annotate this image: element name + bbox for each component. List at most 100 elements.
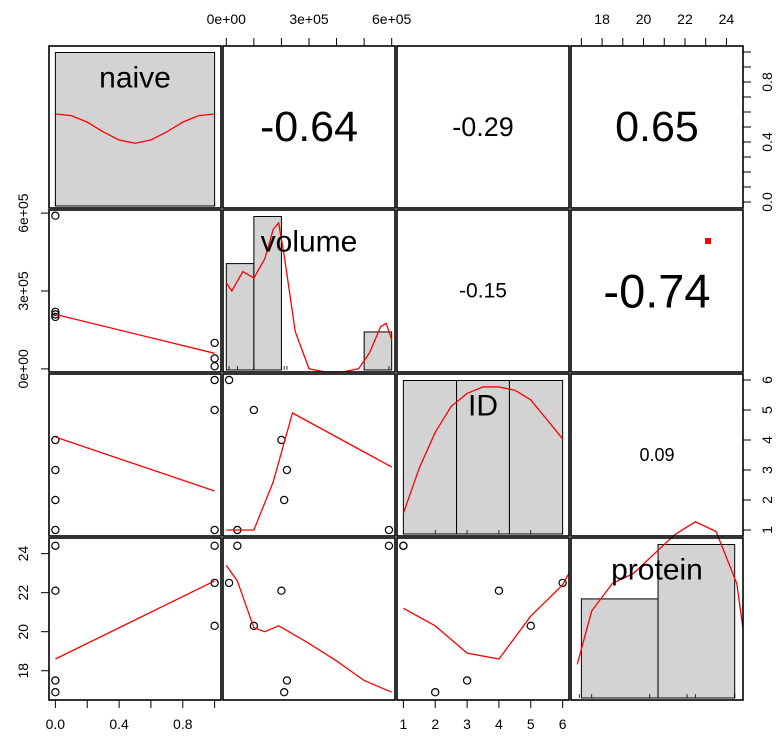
variable-label-protein: protein: [611, 554, 703, 587]
histogram-bar-protein: [657, 543, 736, 699]
tick-label-ID: 1: [759, 526, 775, 534]
tick-label-ID: 6: [759, 376, 775, 384]
tick-label-protein: 24: [719, 11, 735, 27]
histogram-bar-ID: [508, 379, 564, 535]
tick-label-ID: 5: [527, 716, 535, 732]
tick-label-volume: 3e+05: [15, 271, 31, 311]
scatter-point-volume-vs-naive: [51, 310, 60, 319]
scatter-point-protein-vs-volume: [233, 541, 242, 551]
histogram-bar-volume: [253, 215, 282, 371]
scatter-point-protein-vs-naive: [51, 586, 60, 595]
tick-label-ID: 5: [759, 406, 775, 414]
correlation-label-naive-volume: -0.64: [260, 103, 358, 151]
scatter-point-protein-vs-volume: [277, 586, 286, 595]
tick-label-ID: 3: [759, 466, 775, 474]
tick-label-protein: 20: [15, 624, 31, 640]
scatter-point-protein-vs-naive: [51, 676, 60, 685]
tick-label-naive: 0.0: [759, 192, 775, 212]
scatter-point-ID-vs-naive: [210, 405, 219, 415]
tick-label-ID: 4: [495, 716, 503, 732]
scatter-point-protein-vs-volume: [249, 621, 259, 631]
panel-frame: [570, 537, 744, 701]
tick-label-naive: 0.4: [759, 132, 775, 152]
histogram-bar-volume: [363, 331, 393, 371]
panel-frame: [48, 209, 222, 373]
density-curve-protein: [576, 521, 744, 665]
tick-label-volume: 3e+05: [289, 11, 329, 27]
density-curve-ID: [402, 386, 564, 514]
scatter-point-ID-vs-naive: [210, 375, 219, 385]
tick-label-ID: 3: [463, 716, 471, 732]
tick-label-volume: 6e+05: [372, 11, 412, 27]
scatter-point-protein-vs-ID: [526, 621, 535, 631]
panel-frame: [48, 45, 222, 209]
panel-frame: [222, 209, 396, 373]
tick-label-volume: 0e+00: [15, 349, 31, 389]
tick-label-ID: 4: [759, 436, 775, 444]
smooth-line-protein-vs-volume: [225, 564, 392, 693]
variable-label-ID: ID: [468, 390, 498, 423]
scatter-point-protein-vs-ID: [431, 687, 440, 697]
tick-label-protein: 18: [594, 11, 610, 27]
tick-label-naive: 0.4: [109, 716, 129, 732]
scatter-point-volume-vs-naive: [210, 338, 219, 348]
panel-frame: [48, 537, 222, 701]
smooth-line-ID-vs-naive: [55, 436, 215, 492]
correlation-label-naive-ID: -0.29: [452, 112, 514, 142]
histogram-bar-protein: [580, 598, 659, 699]
tick-label-protein: 24: [15, 546, 31, 562]
scatter-point-protein-vs-naive: [210, 621, 219, 631]
panel-frame: [396, 45, 570, 209]
scatter-point-ID-vs-volume: [384, 525, 394, 535]
scatter-point-protein-vs-ID: [399, 541, 408, 551]
scatter-point-protein-vs-ID: [494, 586, 504, 595]
tick-label-volume: 6e+05: [15, 193, 31, 233]
panel-frame: [48, 373, 222, 537]
scatter-point-ID-vs-naive: [210, 525, 219, 535]
scatter-point-ID-vs-volume: [224, 375, 234, 385]
histogram-bar-ID: [402, 379, 458, 535]
scatter-point-ID-vs-volume: [282, 465, 292, 475]
histogram-bar-naive: [54, 51, 216, 207]
tick-label-ID: 6: [559, 716, 567, 732]
panel-frame: [222, 373, 396, 537]
tick-label-protein: 20: [636, 11, 652, 27]
tick-label-naive: 0.8: [759, 72, 775, 92]
variable-label-naive: naive: [99, 62, 171, 95]
density-curve-naive: [55, 113, 215, 144]
correlation-label-volume-protein: -0.74: [603, 265, 710, 318]
scatter-point-protein-vs-naive: [51, 687, 60, 697]
scatter-point-protein-vs-naive: [210, 541, 219, 551]
scatter-point-ID-vs-volume: [279, 495, 289, 505]
scatter-point-protein-vs-volume: [282, 676, 292, 685]
panel-frame: [570, 373, 744, 537]
scatter-point-protein-vs-naive: [51, 541, 60, 551]
scatter-point-ID-vs-naive: [51, 495, 60, 505]
scatter-point-volume-vs-naive: [210, 362, 219, 371]
tick-label-ID: 1: [399, 716, 407, 732]
smooth-line-protein-vs-naive: [55, 580, 215, 660]
panel-frame: [222, 537, 396, 701]
scatter-point-protein-vs-volume: [224, 578, 234, 588]
tick-label-ID: 2: [759, 496, 775, 504]
scatter-point-ID-vs-naive: [51, 525, 60, 535]
smooth-line-protein-vs-ID: [403, 572, 570, 660]
variable-label-volume: volume: [261, 226, 358, 259]
scatter-point-protein-vs-ID: [462, 676, 472, 685]
scatter-point-ID-vs-naive: [51, 435, 60, 445]
panel-frame: [396, 537, 570, 701]
panel-frame: [396, 373, 570, 537]
histogram-bar-volume: [225, 263, 255, 371]
tick-label-protein: 22: [15, 585, 31, 601]
scatter-point-protein-vs-volume: [384, 541, 394, 551]
density-curve-volume: [225, 221, 393, 373]
scatter-point-protein-vs-volume: [279, 687, 289, 697]
tick-label-naive: 0.0: [46, 716, 66, 732]
scatter-point-volume-vs-naive: [51, 312, 60, 322]
tick-label-protein: 18: [15, 663, 31, 679]
panel-frame: [570, 209, 744, 373]
scatter-point-ID-vs-volume: [249, 405, 259, 415]
tick-label-protein: 22: [677, 11, 693, 27]
scatter-point-volume-vs-naive: [51, 307, 60, 316]
